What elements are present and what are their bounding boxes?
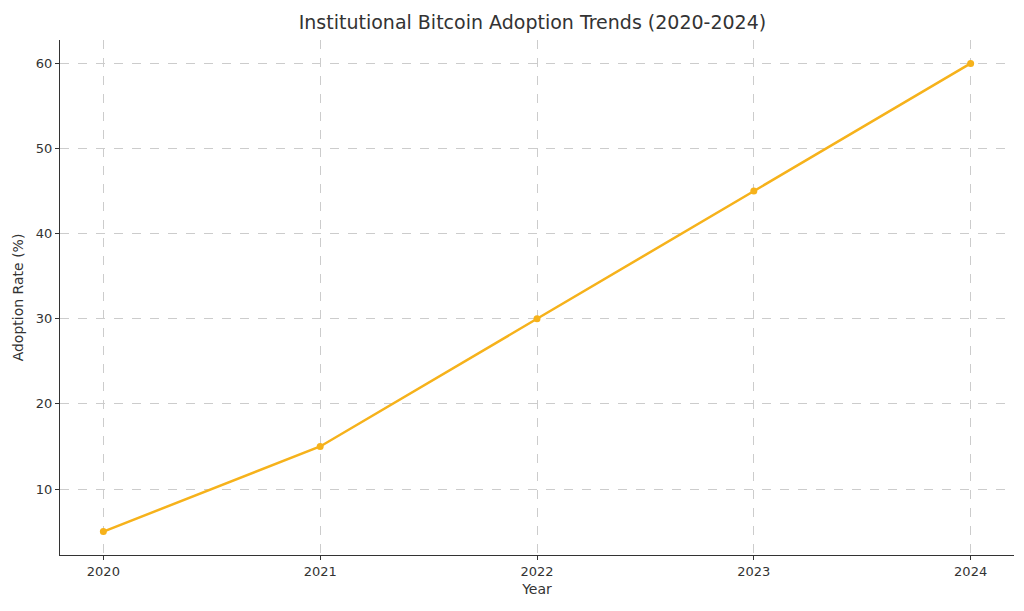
svg-text:60: 60 [36,56,53,71]
svg-text:2023: 2023 [737,564,770,579]
svg-text:50: 50 [36,141,53,156]
svg-text:2020: 2020 [87,564,120,579]
svg-text:Year: Year [521,581,552,597]
svg-text:Institutional Bitcoin Adoption: Institutional Bitcoin Adoption Trends (2… [299,11,767,33]
svg-text:2021: 2021 [304,564,337,579]
svg-text:2024: 2024 [954,564,987,579]
svg-text:40: 40 [36,226,53,241]
svg-text:2022: 2022 [520,564,553,579]
svg-text:Adoption Rate (%): Adoption Rate (%) [10,234,26,362]
svg-text:10: 10 [36,482,53,497]
svg-text:20: 20 [36,396,53,411]
svg-text:30: 30 [36,311,53,326]
